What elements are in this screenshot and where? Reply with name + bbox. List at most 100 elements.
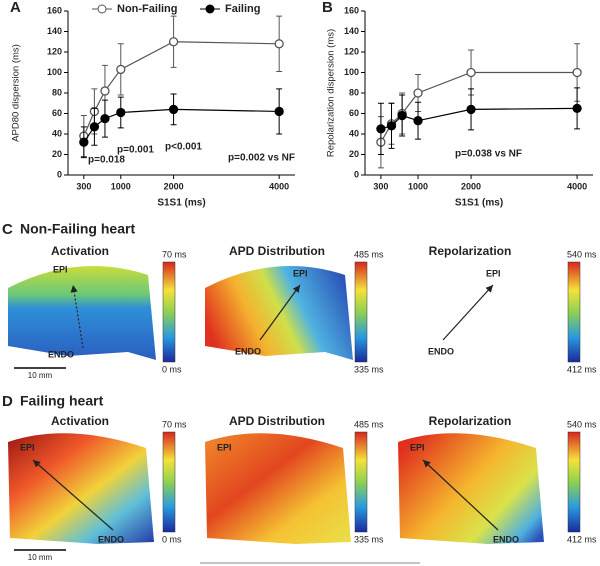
annotation: p=0.018 [88, 155, 125, 166]
point [397, 110, 407, 121]
legend-label: Failing [225, 3, 260, 15]
color-bar-min: 0 ms [162, 534, 182, 544]
scale-label: 10 mm [28, 371, 53, 380]
heat-map [398, 266, 546, 360]
legend-marker [97, 4, 107, 14]
map-title: Repolarization [429, 414, 512, 428]
epi-label: EPI [293, 268, 308, 278]
y-axis-label: APD80 dispersion (ms) [11, 44, 22, 142]
x-tick-label: 4000 [567, 181, 587, 191]
point [168, 104, 179, 115]
scale-label: 10 mm [28, 553, 53, 562]
x-axis-label: S1S1 (ms) [157, 198, 205, 209]
point [413, 88, 423, 98]
map-title: Activation [51, 244, 109, 258]
epi-label: EPI [486, 268, 501, 278]
y-tick-label: 120 [344, 46, 359, 56]
y-tick-label: 40 [52, 128, 62, 138]
color-bar-min: 335 ms [354, 364, 384, 374]
color-bar-min: 0 ms [162, 364, 182, 374]
conduction-arrow [422, 459, 499, 531]
epi-label: EPI [217, 442, 232, 452]
epi-label: EPI [53, 264, 68, 274]
conduction-arrow [70, 284, 84, 349]
annotation: p=0.002 vs NF [228, 153, 295, 164]
point [116, 107, 126, 118]
heat-map [8, 266, 156, 360]
y-tick-label: 120 [47, 46, 62, 56]
point [274, 39, 284, 49]
color-bar-min: 335 ms [354, 534, 384, 544]
point [89, 122, 100, 132]
y-tick-label: 160 [47, 5, 62, 15]
annotation: p=0.001 [117, 145, 154, 156]
panel-title: Non-Failing heart [20, 221, 135, 237]
color-bar [162, 261, 176, 363]
point [466, 104, 476, 115]
point [413, 116, 423, 126]
legend-marker [205, 4, 215, 14]
x-tick-label: 2000 [164, 181, 184, 191]
panel-title: Failing heart [20, 393, 104, 409]
color-bar [354, 261, 368, 363]
point [376, 124, 386, 134]
endo-label: ENDO [493, 534, 519, 544]
endo-label: ENDO [428, 346, 454, 356]
endo-label: ENDO [98, 534, 124, 544]
x-tick-label: 1000 [408, 181, 428, 191]
point [100, 86, 110, 96]
panel-label: C [2, 221, 13, 238]
color-bar-max: 70 ms [162, 419, 187, 429]
legend-label: Non-Failing [117, 3, 178, 15]
color-bar-min: 412 ms [567, 364, 597, 374]
y-tick-label: 0 [354, 169, 359, 179]
y-tick-label: 20 [52, 149, 62, 159]
y-tick-label: 80 [52, 87, 62, 97]
map-title: APD Distribution [229, 414, 325, 428]
heat-map [205, 433, 351, 544]
point [572, 67, 582, 78]
x-tick-label: 4000 [269, 181, 289, 191]
color-bar-max: 70 ms [162, 249, 187, 259]
annotation: p<0.001 [165, 142, 202, 153]
panel-label: A [10, 0, 21, 16]
y-tick-label: 0 [57, 169, 62, 179]
heat-map [8, 433, 154, 544]
color-bar [567, 431, 581, 533]
map-title: Activation [51, 414, 109, 428]
conduction-arrow [32, 459, 114, 531]
point [274, 106, 284, 117]
y-tick-label: 40 [349, 128, 359, 138]
panel-label: B [322, 0, 333, 16]
x-axis-label: S1S1 (ms) [455, 198, 503, 209]
point [168, 37, 179, 47]
panel-label: D [2, 393, 13, 410]
conduction-arrow [259, 284, 301, 341]
series-line [380, 107, 578, 130]
x-tick-label: 1000 [111, 181, 131, 191]
y-tick-label: 100 [344, 67, 359, 77]
point [466, 67, 476, 78]
endo-label: ENDO [235, 346, 261, 356]
y-tick-label: 140 [47, 26, 62, 36]
color-bar [162, 431, 176, 533]
epi-label: EPI [410, 442, 425, 452]
x-tick-label: 300 [373, 181, 388, 191]
map-title: APD Distribution [229, 244, 325, 258]
color-bar-max: 540 ms [567, 419, 597, 429]
annotation: p=0.038 vs NF [455, 149, 522, 160]
y-tick-label: 100 [47, 67, 62, 77]
y-tick-label: 140 [344, 26, 359, 36]
y-axis-label: Repolarization dispersion (ms) [326, 29, 337, 157]
y-tick-label: 160 [344, 5, 359, 15]
point [79, 137, 89, 147]
series-line [380, 71, 578, 143]
y-tick-label: 80 [349, 87, 359, 97]
heat-map [398, 433, 544, 544]
y-tick-label: 20 [349, 149, 359, 159]
series-line [83, 41, 280, 137]
x-tick-label: 300 [76, 181, 91, 191]
color-bar-min: 412 ms [567, 534, 597, 544]
epi-label: EPI [20, 442, 35, 452]
